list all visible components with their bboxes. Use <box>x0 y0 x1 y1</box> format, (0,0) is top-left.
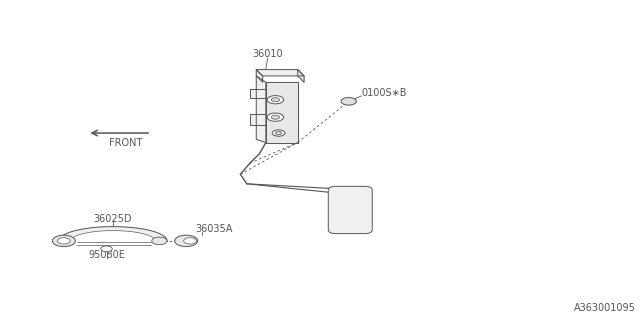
Text: 95080E: 95080E <box>88 250 125 260</box>
Circle shape <box>271 115 280 119</box>
Circle shape <box>271 98 280 102</box>
FancyBboxPatch shape <box>328 186 372 234</box>
Text: 36035A: 36035A <box>196 224 233 234</box>
Circle shape <box>341 98 356 105</box>
Circle shape <box>175 235 198 247</box>
Text: FRONT: FRONT <box>109 138 142 148</box>
Circle shape <box>267 113 284 121</box>
Polygon shape <box>298 69 304 82</box>
Circle shape <box>100 246 112 252</box>
Polygon shape <box>250 114 266 125</box>
Text: A363001095: A363001095 <box>573 302 636 313</box>
Circle shape <box>184 238 196 244</box>
Polygon shape <box>256 76 266 142</box>
Polygon shape <box>266 82 298 142</box>
Text: 0100S∗B: 0100S∗B <box>362 88 407 98</box>
Circle shape <box>275 132 282 135</box>
Circle shape <box>272 130 285 136</box>
Text: 36010: 36010 <box>252 49 283 59</box>
Polygon shape <box>70 231 155 241</box>
Circle shape <box>152 237 167 245</box>
Polygon shape <box>59 227 167 241</box>
Circle shape <box>52 235 76 247</box>
Text: 36025D: 36025D <box>93 214 132 224</box>
Polygon shape <box>256 69 304 76</box>
Circle shape <box>58 238 70 244</box>
Circle shape <box>267 96 284 104</box>
Polygon shape <box>250 89 266 98</box>
Polygon shape <box>256 69 262 82</box>
